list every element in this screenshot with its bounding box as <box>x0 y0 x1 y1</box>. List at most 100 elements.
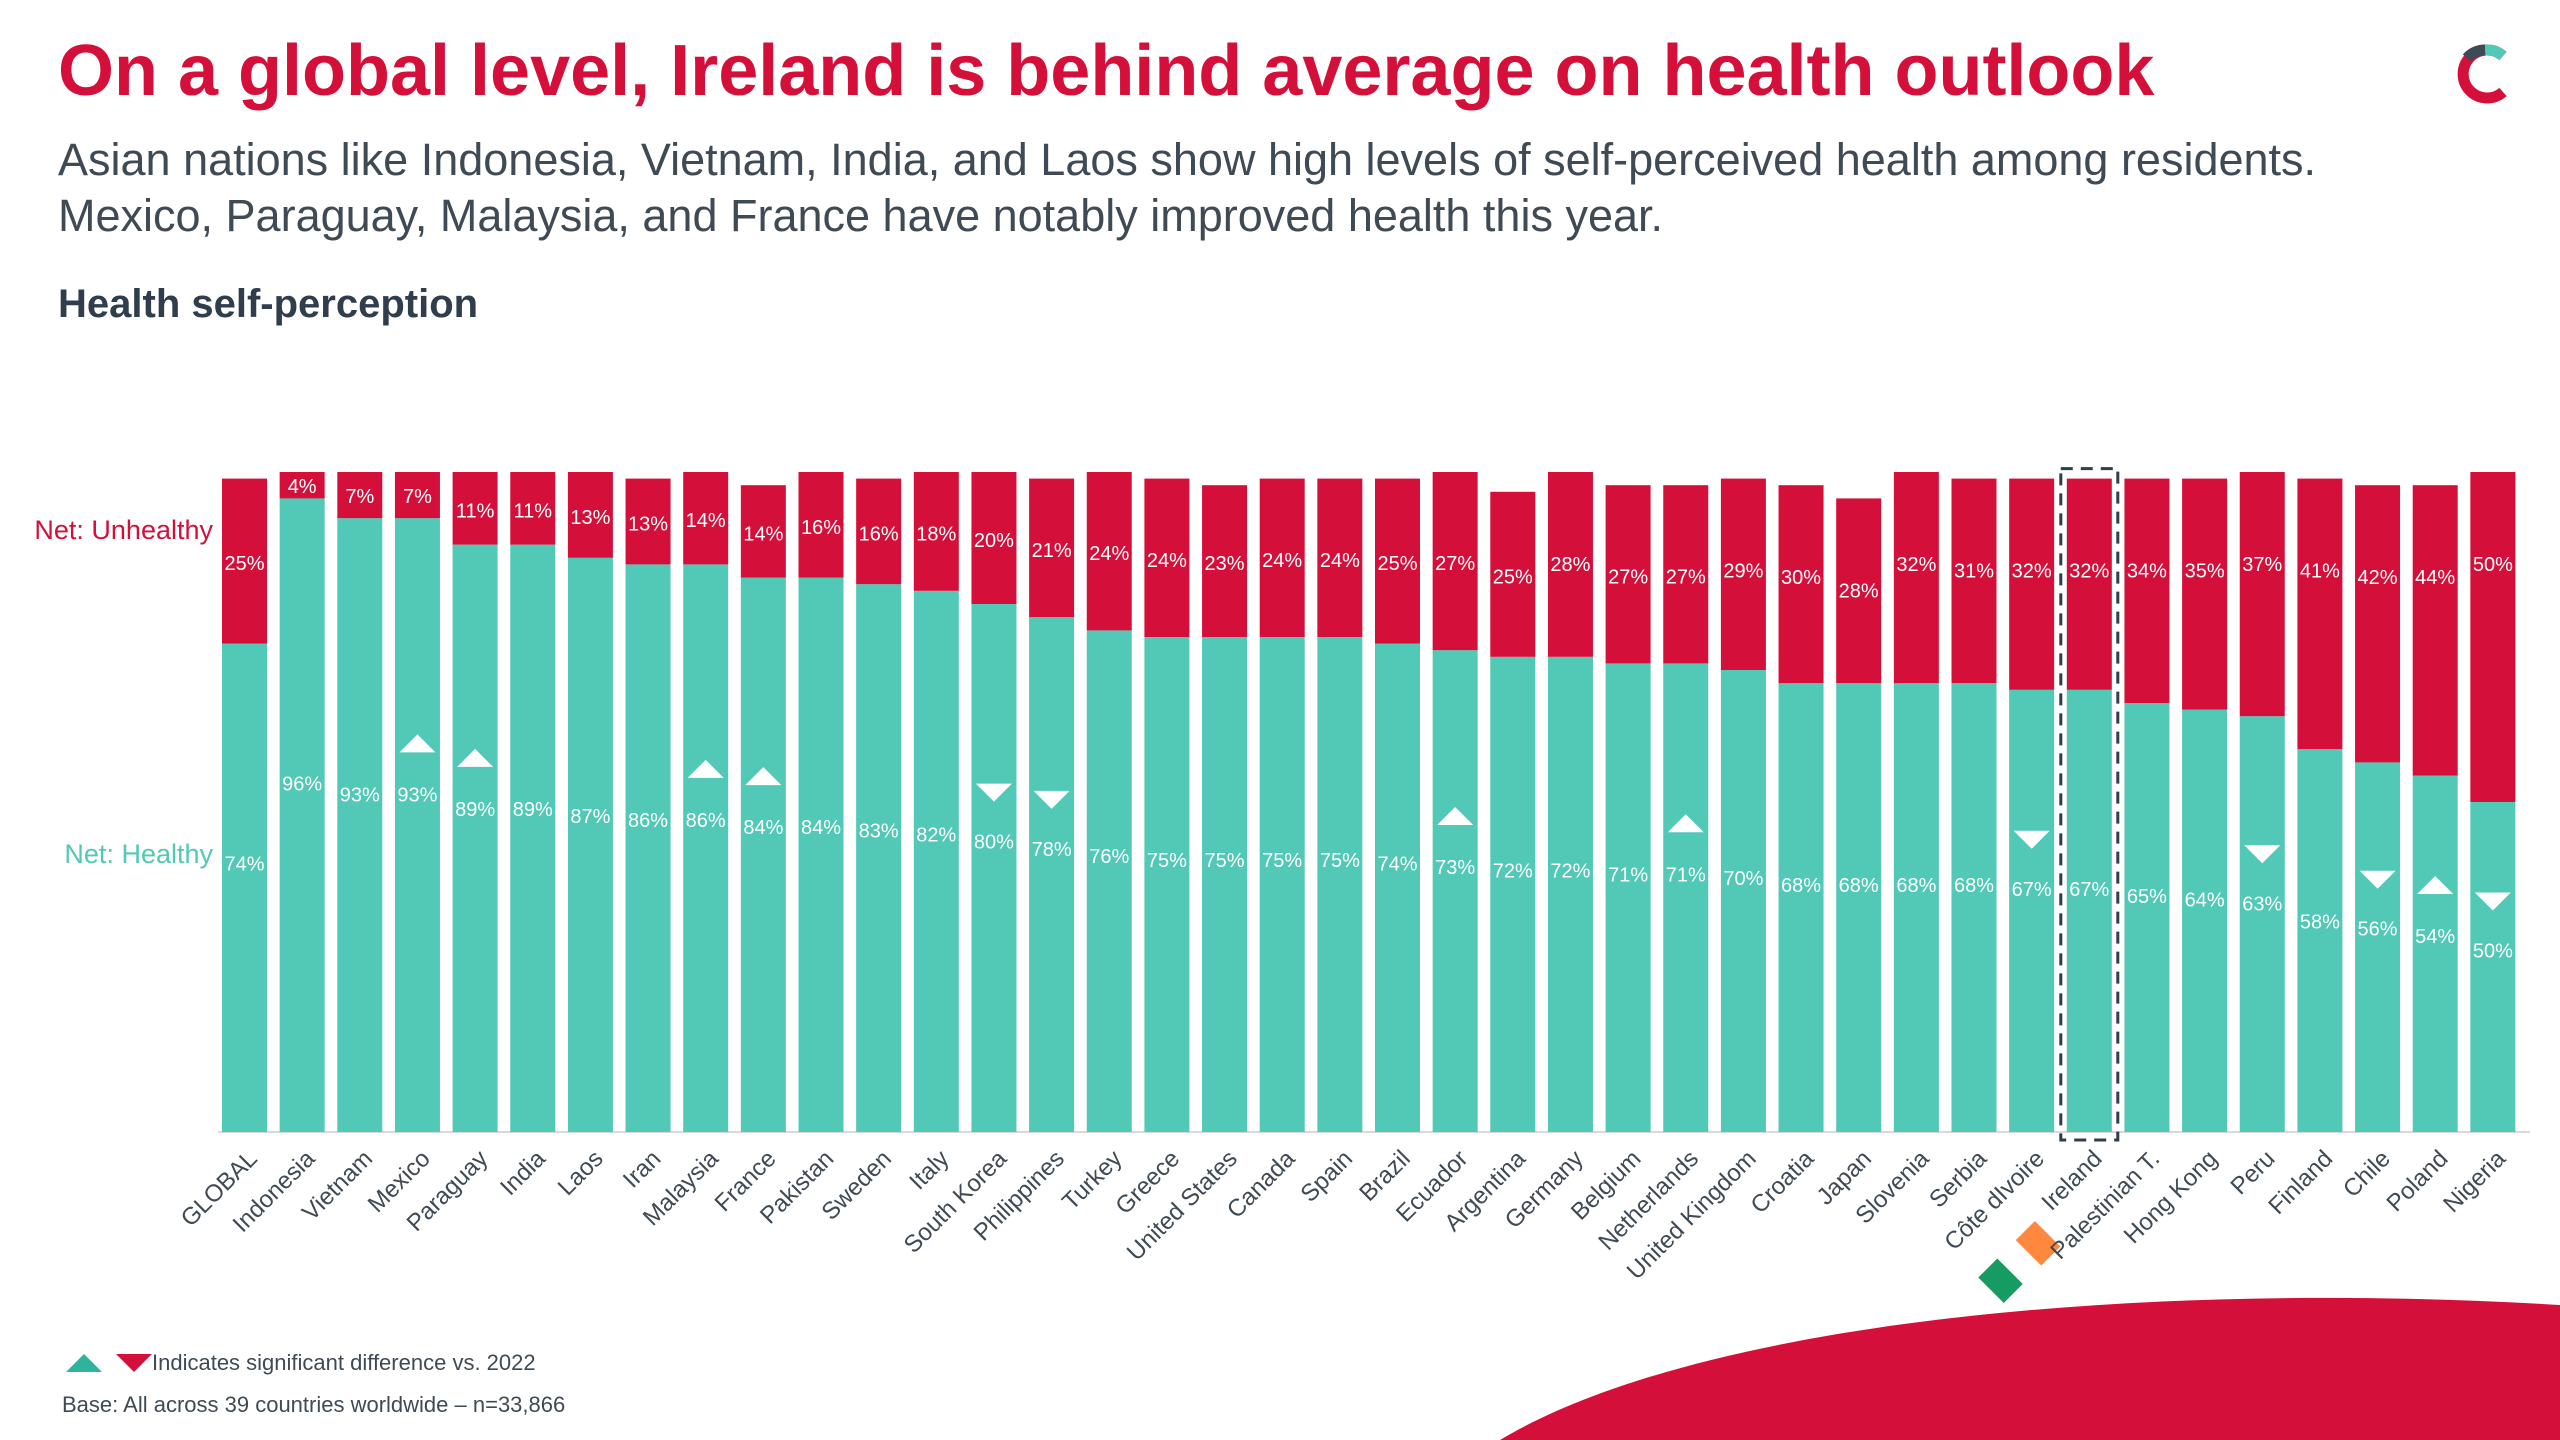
data-label-unhealthy: 42% <box>2358 567 2398 589</box>
bar-unhealthy <box>1490 491 1536 657</box>
significance-down-icon <box>2474 892 2511 911</box>
data-label-healthy: 76% <box>1089 846 1129 868</box>
significance-down-icon <box>2244 845 2281 864</box>
bar-healthy <box>1144 637 1190 1132</box>
data-label-unhealthy: 25% <box>1377 553 1417 575</box>
bar-healthy <box>1086 630 1132 1132</box>
significance-up-icon <box>745 767 782 786</box>
bar-unhealthy <box>1720 478 1766 670</box>
bar-unhealthy <box>683 472 729 565</box>
bar-unhealthy <box>1375 478 1420 644</box>
data-label-unhealthy: 32% <box>1896 554 1936 576</box>
category-label: Iran <box>618 1145 666 1193</box>
bar-healthy <box>567 557 613 1132</box>
data-label-unhealthy: 25% <box>1493 566 1533 588</box>
bar-unhealthy <box>798 472 844 578</box>
data-label-unhealthy: 30% <box>1781 567 1821 589</box>
bar-healthy <box>452 544 498 1132</box>
data-label-unhealthy: 16% <box>859 523 899 545</box>
category-label: Italy <box>904 1145 954 1195</box>
base-note: Base: All across 39 countries worldwide … <box>62 1392 566 1417</box>
data-label-healthy: 75% <box>1205 850 1245 872</box>
page-title: On a global level, Ireland is behind ave… <box>58 31 2155 111</box>
data-label-unhealthy: 50% <box>2473 554 2513 576</box>
bar-healthy <box>1547 656 1593 1132</box>
bar-unhealthy <box>1893 472 1939 684</box>
data-label-healthy: 72% <box>1550 861 1590 883</box>
data-label-healthy: 89% <box>513 799 553 821</box>
data-label-healthy: 86% <box>686 810 726 832</box>
data-label-healthy: 64% <box>2185 890 2225 912</box>
bar-healthy <box>1202 637 1248 1132</box>
bar-healthy <box>2009 689 2055 1132</box>
legend-label-unhealthy: Net: Unhealthy <box>34 515 213 545</box>
bar-unhealthy <box>2470 472 2516 802</box>
bar-healthy <box>1259 637 1305 1132</box>
data-label-unhealthy: 37% <box>2242 554 2282 576</box>
data-label-healthy: 71% <box>1608 864 1648 886</box>
bar-healthy <box>2239 716 2285 1132</box>
bar-unhealthy <box>394 472 440 519</box>
bar-unhealthy <box>1547 472 1593 657</box>
data-label-healthy: 87% <box>570 806 610 828</box>
bar-unhealthy <box>2355 485 2401 763</box>
data-label-healthy: 75% <box>1147 850 1187 872</box>
bar-unhealthy <box>279 472 325 499</box>
significance-legend-markers <box>66 1354 152 1372</box>
data-label-healthy: 83% <box>859 821 899 843</box>
data-label-healthy: 50% <box>2473 941 2513 963</box>
significance-up-icon <box>399 734 436 753</box>
bar-healthy <box>625 564 671 1132</box>
bar-healthy <box>1432 650 1478 1132</box>
bar-unhealthy <box>2412 485 2458 776</box>
data-label-unhealthy: 11% <box>513 500 552 522</box>
data-label-unhealthy: 24% <box>1262 550 1302 572</box>
data-label-unhealthy: 32% <box>2069 561 2109 583</box>
bar-unhealthy <box>1086 472 1132 631</box>
bar-healthy <box>683 564 729 1132</box>
bar-unhealthy <box>2182 478 2228 710</box>
data-label-unhealthy: 11% <box>456 500 495 522</box>
bar-healthy <box>1663 663 1709 1132</box>
category-label: Laos <box>553 1145 609 1201</box>
bar-healthy <box>913 590 959 1132</box>
bar-healthy <box>1951 683 1997 1132</box>
data-label-healthy: 89% <box>455 799 495 821</box>
flag-stripe-green <box>1978 1258 2023 1304</box>
data-label-unhealthy: 25% <box>224 553 264 575</box>
data-label-healthy: 72% <box>1493 861 1533 883</box>
data-label-healthy: 63% <box>2242 893 2282 915</box>
data-label-healthy: 56% <box>2358 919 2398 941</box>
data-label-unhealthy: 7% <box>403 486 432 508</box>
data-label-healthy: 68% <box>1954 875 1994 897</box>
data-label-unhealthy: 44% <box>2415 567 2455 589</box>
data-label-unhealthy: 20% <box>974 530 1014 552</box>
category-label: India <box>495 1145 551 1201</box>
data-label-healthy: 73% <box>1435 857 1475 879</box>
data-label-healthy: 82% <box>916 824 956 846</box>
bar-healthy <box>1720 670 1766 1132</box>
bar-unhealthy <box>1029 478 1075 618</box>
data-label-unhealthy: 24% <box>1320 550 1360 572</box>
bar-healthy <box>971 604 1017 1132</box>
bar-unhealthy <box>2239 472 2285 717</box>
bar-healthy <box>337 518 383 1132</box>
data-label-unhealthy: 35% <box>2185 561 2225 583</box>
bar-healthy <box>2066 689 2112 1132</box>
data-label-unhealthy: 13% <box>628 514 668 536</box>
category-label: Spain <box>1296 1145 1359 1208</box>
bar-unhealthy <box>222 478 267 644</box>
significance-up-icon <box>66 1354 102 1372</box>
category-label: Croatia <box>1745 1145 1819 1219</box>
data-label-unhealthy: 7% <box>345 486 374 508</box>
data-label-unhealthy: 4% <box>288 476 317 498</box>
data-label-unhealthy: 34% <box>2127 561 2167 583</box>
data-label-healthy: 54% <box>2415 926 2455 948</box>
bar-healthy <box>798 577 844 1132</box>
bar-unhealthy <box>2009 478 2055 690</box>
data-label-unhealthy: 27% <box>1666 566 1706 588</box>
data-label-healthy: 93% <box>340 784 380 806</box>
bar-unhealthy <box>1605 485 1651 664</box>
bar-healthy <box>1836 683 1882 1132</box>
